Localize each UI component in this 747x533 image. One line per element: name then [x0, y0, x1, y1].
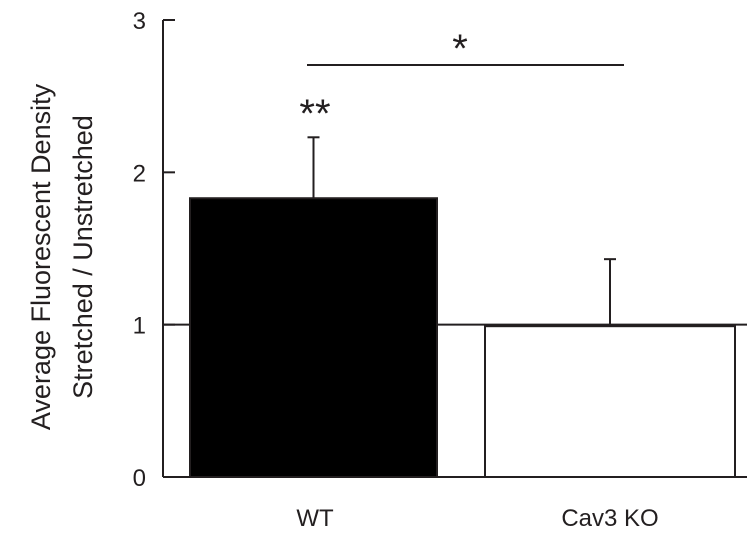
x-tick-label-wt: WT [296, 505, 334, 532]
y-tick-label: 1 [133, 313, 146, 340]
y-axis-label-line-1: Average Fluorescent Density [26, 83, 56, 430]
y-tick-label: 2 [133, 160, 146, 187]
wt-significance-label: ** [299, 92, 330, 136]
bar-cav3-ko [484, 325, 736, 478]
bar-wt [189, 197, 438, 478]
y-axis-label-line-2: Stretched / Unstretched [68, 115, 98, 399]
y-tick-label: 0 [133, 465, 146, 492]
x-tick-label-cav3-ko: Cav3 KO [561, 505, 658, 532]
comparison-significance-label: * [452, 27, 468, 71]
y-tick-label: 3 [133, 8, 146, 35]
